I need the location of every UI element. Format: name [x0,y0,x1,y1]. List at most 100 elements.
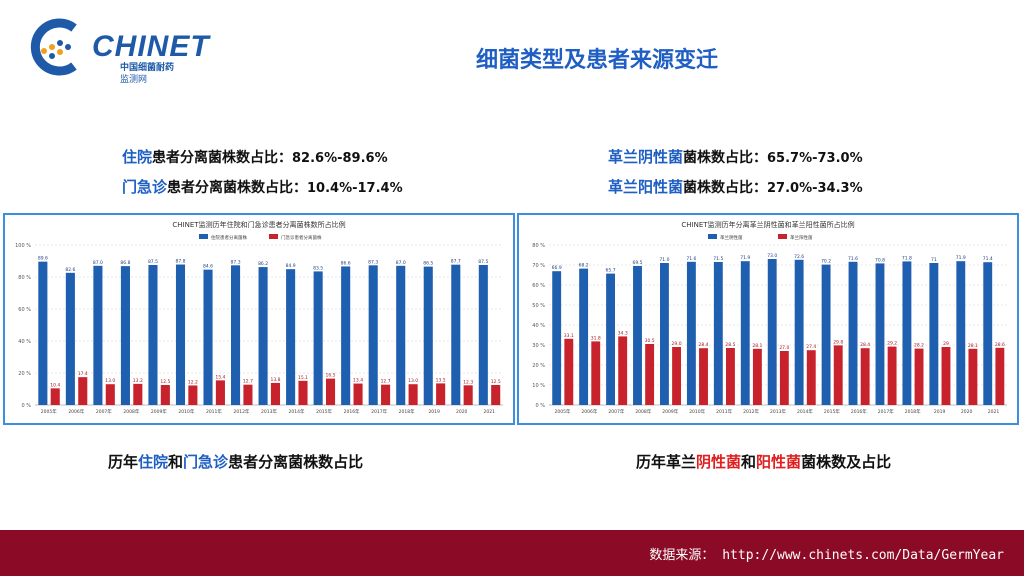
y-tick-label: 40 % [532,323,545,329]
data-label: 65.7 [606,268,616,274]
x-tick-label: 2020 [456,409,468,415]
x-tick-label: 2015年 [824,408,840,415]
chart-gram-type: CHINET监测历年分离革兰阴性菌和革兰阳性菌所占比例 革兰阴性菌 革兰阳性菌 0 %… [517,213,1019,425]
bar [353,383,363,405]
data-label: 71.8 [902,255,912,261]
bar [767,259,777,405]
data-label: 71 [931,257,937,263]
bar [270,382,281,405]
logo-emblem-icon [30,18,77,76]
bar [258,267,268,405]
bar [875,263,885,405]
x-tick-label: 2017年 [371,408,387,415]
chart-title: CHINET监测历年分离革兰阴性菌和革兰阳性菌所占比例 [681,220,854,229]
bar [860,348,870,405]
data-label: 28.4 [698,342,708,348]
bar [478,265,488,405]
data-label: 12.5 [491,379,501,385]
data-label: 66.9 [552,265,562,271]
bar [887,346,897,405]
data-label: 31.8 [591,335,601,341]
logo-subtitle: 中国细菌耐药 [120,63,175,73]
data-label: 71.5 [713,256,723,262]
x-tick-label: 2006年 [581,408,597,415]
data-label: 28.4 [860,342,870,348]
bar [491,385,501,405]
x-tick-label: 2010年 [689,408,705,415]
x-tick-label: 2011年 [206,408,222,415]
bar [552,271,562,405]
data-label: 28.1 [752,343,762,349]
data-label: 28.6 [995,342,1005,348]
y-tick-label: 80 % [532,243,545,249]
data-label: 33.1 [564,333,574,339]
data-label: 13.5 [436,377,446,383]
bar [133,383,143,405]
data-label: 13.0 [105,378,115,384]
logo-name: CHINET [92,30,210,63]
data-label: 71.9 [956,255,966,261]
data-label: 71.6 [848,256,858,262]
bar [564,338,574,405]
x-tick-label: 2018年 [399,408,415,415]
bar [93,265,103,405]
summary-gram-positive: 革兰阳性菌菌株数占比：27.0%-34.3% [608,178,863,196]
bar [740,261,750,405]
bar [941,347,951,405]
data-label: 83.5 [313,265,323,271]
data-label: 28.5 [725,342,735,348]
x-tick-label: 2011年 [716,408,732,415]
legend-swatch [199,234,208,239]
data-label: 17.4 [78,371,88,377]
data-label: 28.2 [914,343,924,349]
data-label: 70.8 [875,257,885,263]
bar [105,384,115,405]
y-tick-label: 20 % [18,371,31,377]
bar [313,271,323,405]
data-label: 29.0 [672,341,682,347]
bar [396,265,406,405]
bar [325,378,336,405]
data-label: 10.4 [50,382,60,388]
bar [645,344,655,405]
bar [368,265,378,405]
bar [298,380,308,405]
data-label: 87.0 [396,260,406,266]
x-tick-label: 2007年 [608,408,624,415]
bar [423,266,433,405]
legend-label: 革兰阴性菌 [720,234,743,241]
x-tick-label: 2016年 [851,408,867,415]
y-tick-label: 0 % [21,403,31,409]
bar [686,261,696,405]
bar [633,266,642,405]
bar [463,385,473,405]
bar [983,262,993,405]
bar [779,351,789,405]
legend-label: 门急诊患者分离菌株 [281,234,322,241]
chinet-logo: CHINET 中国细菌耐药 监测网 [30,16,209,85]
bar [436,383,446,405]
legend-swatch [269,234,278,239]
data-label: 69.5 [632,260,642,266]
data-label: 13.8 [270,377,280,383]
x-tick-label: 2014年 [289,408,305,415]
bar [929,263,939,405]
data-label: 27.0 [779,345,789,351]
bar [726,348,735,405]
legend-swatch [708,234,717,239]
bar [188,385,198,405]
caption-patient-source: 历年住院和门急诊患者分离菌株数占比 [108,453,364,471]
bar [286,269,296,405]
x-tick-label: 2005年 [554,408,570,415]
data-label: 87.0 [93,260,103,266]
x-tick-label: 2010年 [178,408,194,415]
data-label: 68.2 [579,263,589,269]
bar [231,265,241,405]
data-label: 29.2 [887,341,897,347]
data-label: 13.4 [353,378,363,384]
data-label: 12.7 [381,379,391,385]
bar [341,266,351,405]
logo-subtitle-2: 监测网 [120,75,148,85]
bar [956,261,966,405]
